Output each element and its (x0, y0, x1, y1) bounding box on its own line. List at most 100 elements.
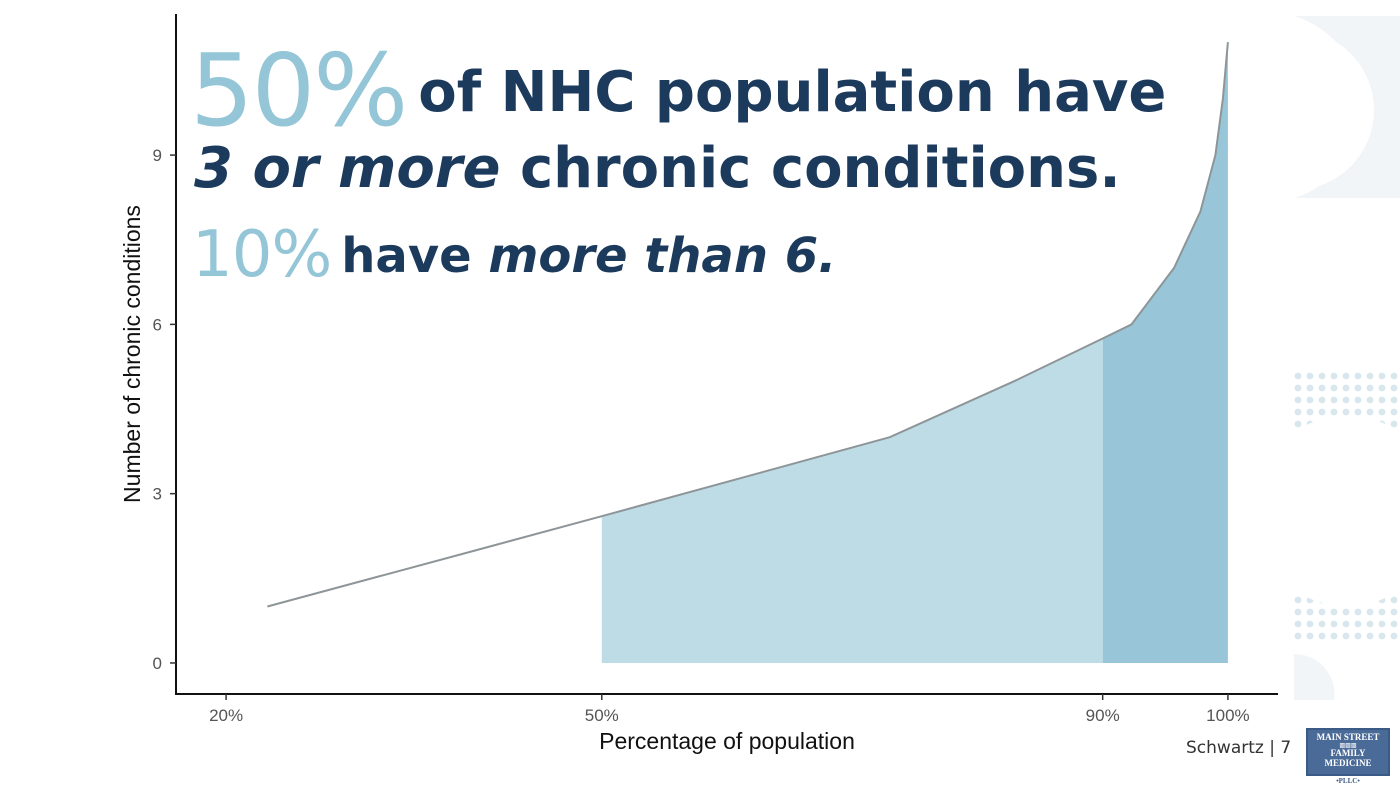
deco-dot (1318, 372, 1326, 380)
deco-dot (1366, 408, 1374, 416)
series-polyline (267, 42, 1229, 608)
slide-footer: Schwartz | 7 (1186, 738, 1292, 758)
headline-line-2: 3 or more chronic conditions. (194, 136, 1121, 201)
deco-dot (1306, 372, 1314, 380)
deco-dot (1390, 408, 1398, 416)
deco-dot (1318, 408, 1326, 416)
y-tick-label: 9 (153, 146, 162, 165)
deco-dot (1318, 608, 1326, 616)
main-street-family-medicine-logo: MAIN STREET ▥▥▥ FAMILY MEDICINE •PLLC• (1306, 728, 1390, 785)
deco-dot (1366, 608, 1374, 616)
deco-dot (1390, 632, 1398, 640)
deco-dot (1366, 632, 1374, 640)
headline-line-3: 10% have more than 6. (192, 218, 836, 292)
deco-dot (1342, 608, 1350, 616)
deco-dot (1318, 620, 1326, 628)
deco-dot (1366, 384, 1374, 392)
deco-dot (1330, 372, 1338, 380)
deco-dot (1294, 596, 1302, 604)
area-90-100 (1102, 42, 1228, 663)
deco-dot (1342, 372, 1350, 380)
deco-dot (1330, 384, 1338, 392)
deco-dot (1330, 632, 1338, 640)
deco-circle-bottom (1294, 653, 1335, 700)
deco-dot (1390, 620, 1398, 628)
deco-arc-top (1294, 30, 1374, 190)
deco-dot (1390, 396, 1398, 404)
x-tick-label: 50% (585, 706, 619, 725)
deco-dot (1306, 620, 1314, 628)
deco-dot (1378, 632, 1386, 640)
deco-dot (1390, 420, 1398, 428)
deco-dot (1378, 408, 1386, 416)
deco-dot (1366, 620, 1374, 628)
deco-dot (1306, 408, 1314, 416)
deco-dot (1330, 608, 1338, 616)
y-axis-label: Number of chronic conditions (119, 205, 145, 503)
deco-dot (1294, 608, 1302, 616)
headline-10-percent: 10% (192, 218, 332, 292)
x-axis-label: Percentage of population (599, 728, 855, 754)
building-icon: ▥▥▥ (1339, 742, 1357, 749)
deco-dot (1378, 372, 1386, 380)
y-tick-label: 6 (153, 315, 162, 334)
area-50-90 (601, 338, 1103, 663)
headline-line-2-text: chronic conditions. (500, 136, 1121, 201)
deco-dot (1294, 420, 1302, 428)
x-tick-label: 100% (1206, 706, 1249, 725)
logo-line-3: •PLLC• (1336, 777, 1360, 786)
x-tick-label: 20% (209, 706, 243, 725)
deco-dot (1318, 632, 1326, 640)
deco-dot (1378, 396, 1386, 404)
y-tick-label: 0 (153, 654, 162, 673)
deco-dot (1294, 620, 1302, 628)
deco-dot (1330, 620, 1338, 628)
x-ticks: 20% 50% 90% 100% (209, 694, 1250, 725)
headline-line-1-text: of NHC population have (418, 60, 1167, 125)
deco-dot (1342, 384, 1350, 392)
deco-dot (1330, 396, 1338, 404)
deco-dot (1294, 372, 1302, 380)
deco-dot (1342, 408, 1350, 416)
deco-dot (1294, 632, 1302, 640)
logo-line-2: FAMILY MEDICINE (1324, 748, 1372, 769)
shaded-areas (601, 42, 1228, 663)
deco-dot (1342, 396, 1350, 404)
deco-dot (1318, 396, 1326, 404)
x-tick-label: 90% (1086, 706, 1120, 725)
headline-3-or-more: 3 or more (194, 136, 501, 201)
deco-dot (1330, 408, 1338, 416)
deco-dot (1354, 408, 1362, 416)
deco-dot (1306, 384, 1314, 392)
deco-dot (1390, 384, 1398, 392)
deco-dot (1318, 384, 1326, 392)
deco-dot (1354, 632, 1362, 640)
deco-dot (1354, 396, 1362, 404)
deco-circle-mid (1294, 415, 1400, 607)
deco-circle-top (1294, 16, 1400, 198)
deco-dot (1378, 608, 1386, 616)
deco-dot (1342, 620, 1350, 628)
deco-dot (1342, 632, 1350, 640)
y-tick-label: 3 (153, 485, 162, 504)
deco-dot (1354, 372, 1362, 380)
deco-dot (1306, 396, 1314, 404)
deco-dot (1306, 632, 1314, 640)
deco-dot (1366, 372, 1374, 380)
deco-dot (1378, 384, 1386, 392)
deco-dot (1378, 620, 1386, 628)
deco-dot (1306, 608, 1314, 616)
deco-dot (1294, 396, 1302, 404)
series-line (267, 42, 1229, 608)
deco-dot (1294, 408, 1302, 416)
deco-dot (1354, 620, 1362, 628)
headline-line-3-have: have (341, 228, 489, 284)
deco-dot (1366, 396, 1374, 404)
deco-dot (1354, 608, 1362, 616)
deco-dot (1390, 596, 1398, 604)
headline-more-than-6: more than 6. (488, 228, 837, 284)
deco-dot (1354, 384, 1362, 392)
logo-line-1: MAIN STREET (1316, 732, 1380, 742)
deco-dot (1390, 608, 1398, 616)
